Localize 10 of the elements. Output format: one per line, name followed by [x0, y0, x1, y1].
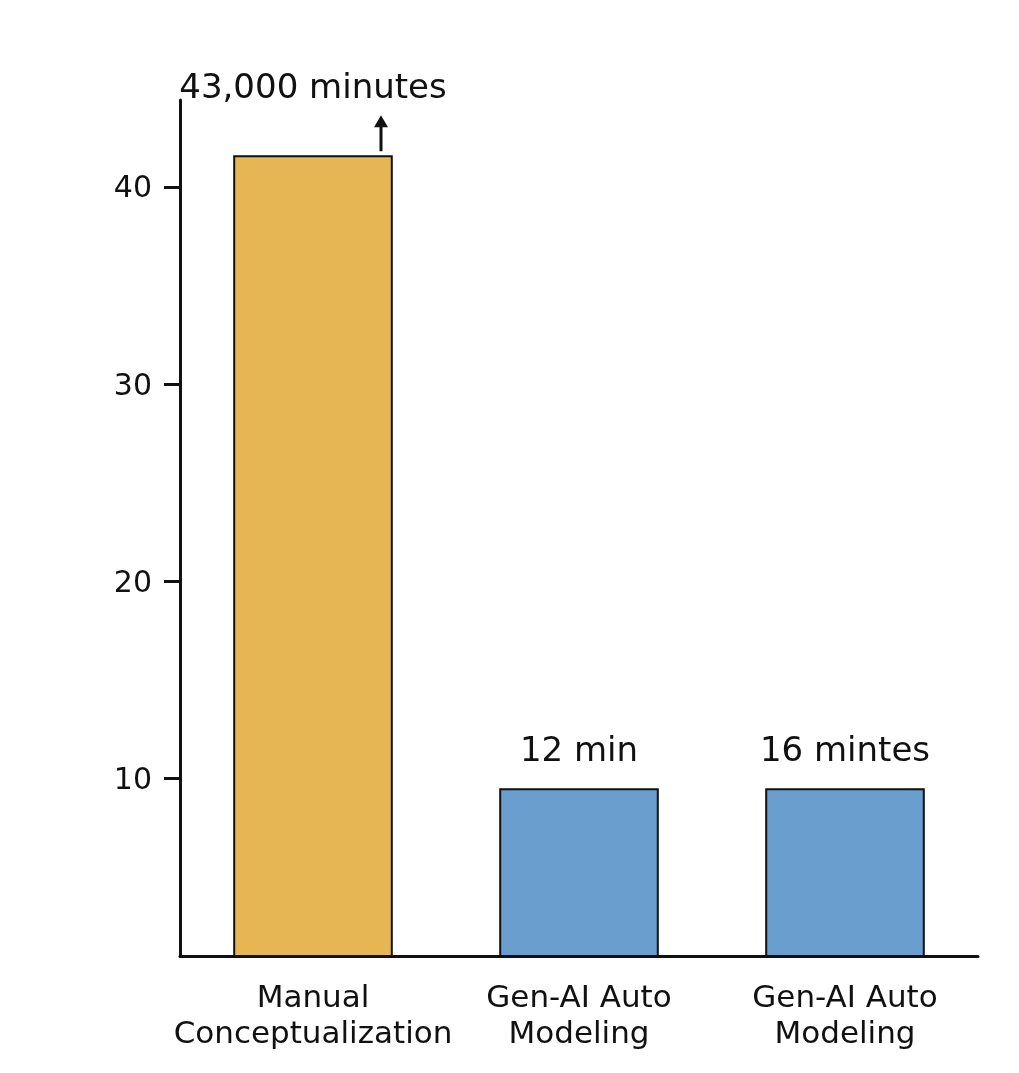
annotation: 16 mintes [759, 729, 931, 770]
y-tick-label: 10 [113, 760, 152, 796]
x-tick-label: Manual Conceptualization [173, 978, 453, 1050]
x-tick-label: Gen-AI Auto Modeling [752, 978, 938, 1050]
annotation: 12 min [519, 729, 639, 770]
y-tick-label: 20 [113, 563, 152, 599]
annotation: 43,000 minutes [179, 66, 447, 107]
y-tick-label: 30 [113, 366, 152, 402]
y-tick-label: 40 [113, 169, 152, 205]
x-tick-label: Gen-AI Auto Modeling [486, 978, 672, 1050]
